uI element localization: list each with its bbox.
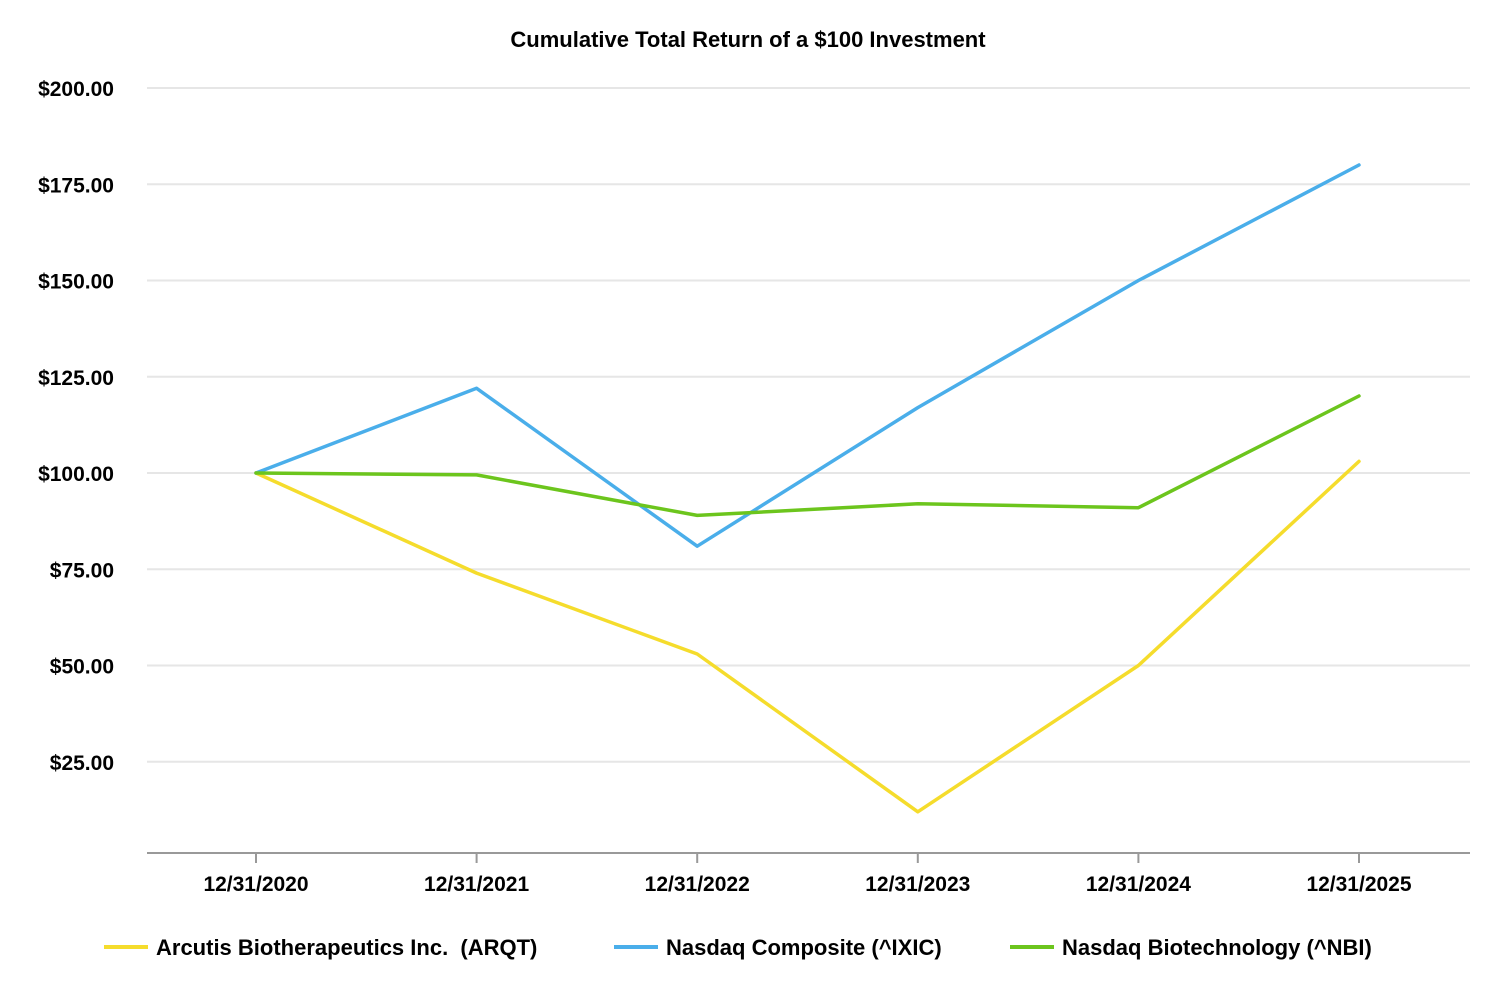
y-tick-label: $50.00: [50, 656, 114, 679]
x-tick-label: 12/31/2023: [865, 873, 970, 896]
x-tick-label: 12/31/2025: [1306, 873, 1411, 896]
y-tick-label: $75.00: [50, 559, 114, 582]
y-tick-label: $25.00: [50, 752, 114, 775]
y-tick-label: $150.00: [38, 271, 114, 294]
x-tick-label: 12/31/2020: [203, 873, 308, 896]
series-line-2: [254, 163, 1361, 548]
x-tick-label: 12/31/2021: [424, 873, 529, 896]
y-tick-label: $100.00: [38, 463, 114, 486]
legend-label: Arcutis Biotherapeutics Inc. (ARQT): [156, 935, 537, 960]
x-tick-label: 12/31/2022: [645, 873, 750, 896]
legend-label: Nasdaq Biotechnology (^NBI): [1062, 935, 1372, 960]
y-tick-label: $200.00: [38, 78, 114, 101]
y-tick-label: $175.00: [38, 174, 114, 197]
legend-label: Nasdaq Composite (^IXIC): [666, 935, 942, 960]
y-tick-label: $125.00: [38, 367, 114, 390]
chart-title: Cumulative Total Return of a $100 Invest…: [510, 27, 986, 52]
series-line-1: [254, 459, 1361, 814]
series-line-3: [254, 394, 1361, 518]
legend: Arcutis Biotherapeutics Inc. (ARQT) Nasda…: [104, 935, 1372, 960]
grid: [147, 87, 1470, 763]
x-tick-label: 12/31/2024: [1086, 873, 1191, 896]
plot-area: [254, 163, 1361, 814]
axes: $25.00 $50.00 $75.00 $100.00 $125.00 $150.00 $…: [38, 78, 1470, 896]
